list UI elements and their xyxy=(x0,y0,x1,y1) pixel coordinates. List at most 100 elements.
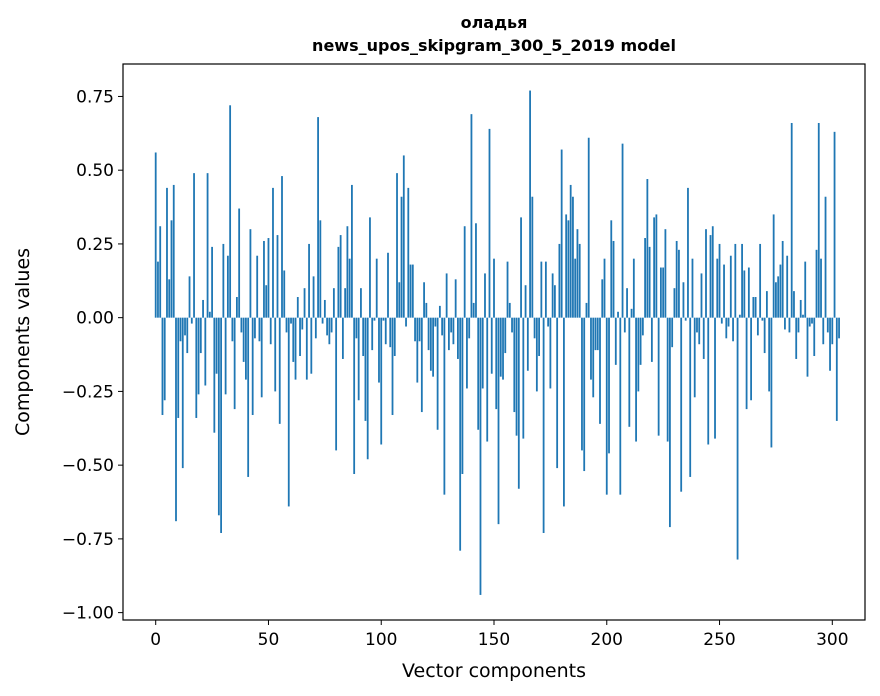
bar-119 xyxy=(423,282,425,318)
bar-160 xyxy=(515,317,518,436)
bar-79 xyxy=(332,288,335,318)
bar-183 xyxy=(567,220,570,318)
bar-263 xyxy=(747,267,750,318)
bar-301 xyxy=(833,131,836,318)
bar-300 xyxy=(831,317,834,345)
bar-26 xyxy=(213,317,216,433)
bar-192 xyxy=(587,137,590,318)
bar-210 xyxy=(628,317,631,427)
bar-29 xyxy=(220,317,222,533)
bar-255 xyxy=(729,255,732,318)
bar-157 xyxy=(508,302,511,318)
bar-258 xyxy=(736,317,739,560)
bar-144 xyxy=(479,317,482,595)
bar-70 xyxy=(312,276,315,318)
bar-247 xyxy=(711,226,714,318)
bar-188 xyxy=(578,243,581,318)
bar-118 xyxy=(420,317,423,413)
bar-105 xyxy=(391,317,394,416)
bar-76 xyxy=(326,317,328,336)
bar-45 xyxy=(256,255,259,318)
bar-13 xyxy=(184,317,186,336)
bar-136 xyxy=(461,317,464,474)
chart-title-line1: оладья xyxy=(461,13,528,32)
bar-140 xyxy=(470,114,473,318)
bar-42 xyxy=(249,229,252,318)
bar-161 xyxy=(517,317,520,489)
bar-142 xyxy=(475,223,477,318)
bar-147 xyxy=(486,317,489,442)
bar-261 xyxy=(743,270,746,318)
bar-194 xyxy=(592,317,595,398)
bar-225 xyxy=(662,267,665,318)
y-tick-label: 0.75 xyxy=(76,87,114,107)
bar-146 xyxy=(484,273,486,318)
bar-250 xyxy=(718,243,721,318)
y-tick-label: −0.25 xyxy=(62,382,114,402)
bar-233 xyxy=(680,317,683,492)
bar-19 xyxy=(197,317,200,395)
bar-132 xyxy=(452,317,455,345)
bar-273 xyxy=(770,317,773,448)
bar-163 xyxy=(522,317,525,439)
bar-293 xyxy=(815,249,818,318)
bar-34 xyxy=(231,317,234,342)
bar-279 xyxy=(784,317,786,330)
y-axis-label: Components values xyxy=(12,248,34,436)
bar-292 xyxy=(813,317,816,357)
x-tick-label: 0 xyxy=(150,630,161,650)
bar-32 xyxy=(226,255,229,318)
bar-134 xyxy=(457,317,459,359)
bar-158 xyxy=(511,317,513,333)
bar-253 xyxy=(725,317,728,339)
y-tick-label: −0.50 xyxy=(62,456,114,476)
bar-168 xyxy=(533,317,536,339)
bar-83 xyxy=(341,317,344,359)
bar-201 xyxy=(608,317,610,454)
bar-55 xyxy=(278,317,281,424)
bar-181 xyxy=(563,317,565,507)
bar-80 xyxy=(335,317,338,451)
x-axis-label: Vector components xyxy=(402,660,586,682)
bar-174 xyxy=(547,317,550,327)
bar-240 xyxy=(696,317,698,333)
bar-256 xyxy=(732,317,734,342)
bar-12 xyxy=(181,317,184,469)
bar-11 xyxy=(179,317,182,342)
bar-41 xyxy=(247,317,250,477)
bar-224 xyxy=(659,267,662,318)
bar-71 xyxy=(314,317,317,339)
bar-100 xyxy=(380,317,383,445)
bar-179 xyxy=(558,243,561,318)
bar-232 xyxy=(678,249,680,318)
bar-139 xyxy=(468,317,471,339)
bar-191 xyxy=(585,302,588,318)
bar-266 xyxy=(754,297,757,318)
bar-222 xyxy=(655,214,658,318)
bar-198 xyxy=(601,279,604,318)
bar-31 xyxy=(224,317,227,395)
bar-84 xyxy=(344,288,347,318)
bar-199 xyxy=(603,258,606,318)
bar-268 xyxy=(759,243,762,318)
bar-218 xyxy=(646,179,649,318)
bar-180 xyxy=(560,149,563,318)
bar-276 xyxy=(777,276,780,318)
bar-257 xyxy=(734,243,737,318)
bar-65 xyxy=(301,317,304,330)
bar-303 xyxy=(838,317,840,339)
bar-244 xyxy=(705,229,707,318)
bar-127 xyxy=(441,317,444,336)
bar-21 xyxy=(202,299,204,318)
bar-123 xyxy=(432,317,434,377)
bar-66 xyxy=(303,288,306,318)
bar-150 xyxy=(493,258,495,318)
bar-78 xyxy=(330,317,333,333)
x-tick-label: 100 xyxy=(365,630,397,650)
bar-48 xyxy=(263,240,265,318)
bar-87 xyxy=(351,184,353,318)
bar-117 xyxy=(418,317,421,342)
bar-239 xyxy=(693,317,696,398)
bar-272 xyxy=(768,317,771,392)
